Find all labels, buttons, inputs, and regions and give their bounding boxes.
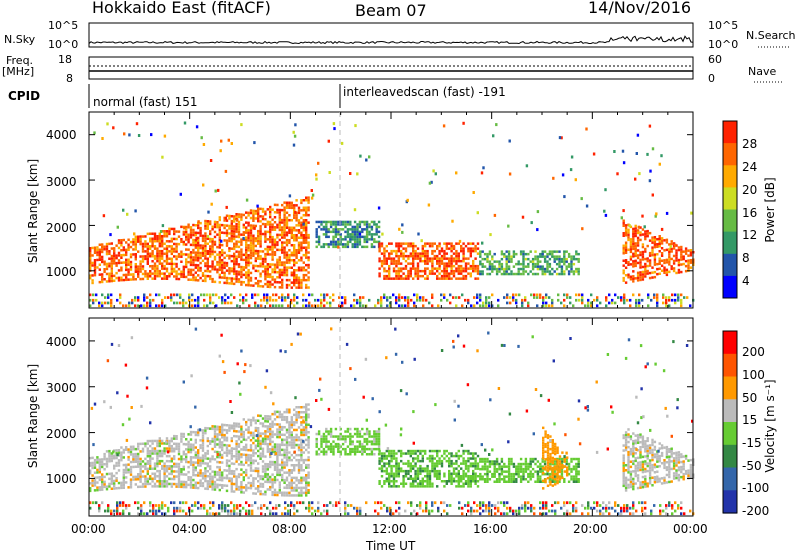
xtick-1: 04:00: [172, 522, 207, 536]
station-title: Hokkaido East (fitACF): [92, 0, 271, 17]
summary-strip: [88, 22, 790, 108]
cpid-mode-1: normal (fast) 151: [93, 95, 198, 109]
nave-tick-bottom: 0: [708, 72, 715, 85]
xtick-4: 16:00: [473, 522, 508, 536]
power-cb-12: 12: [742, 228, 758, 242]
echo-region-4: [622, 219, 695, 284]
nave-tick-top: 60: [708, 53, 722, 66]
freq-tick-top: 18: [58, 53, 72, 66]
velocity-panel: [88, 317, 695, 517]
nsky-trace: [88, 35, 694, 45]
freq-label: Freq.: [6, 54, 34, 67]
vel-cb-50: 50: [742, 391, 758, 405]
velocity-ytick-4000: 4000: [46, 335, 77, 349]
power-ytick-2000: 2000: [46, 221, 77, 235]
colorbar-swatch: [723, 467, 737, 491]
colorbar-swatch: [723, 490, 737, 514]
colorbar-swatch: [723, 422, 737, 446]
power-cb-24: 24: [742, 160, 758, 174]
power-cb-16: 16: [742, 206, 758, 220]
colorbar-swatch: [723, 143, 737, 166]
vel-cb-m15: -15: [742, 436, 762, 450]
vel-cb-15: 15: [742, 413, 758, 427]
power-ytick-4000: 4000: [46, 128, 77, 142]
colorbar-swatch: [723, 353, 737, 378]
echo-region-5: [622, 428, 695, 492]
echo-region-1: [315, 220, 381, 249]
cpid-label: CPID: [8, 89, 41, 103]
velocity-ytick-1000: 1000: [46, 472, 77, 486]
velocity-ytick-3000: 3000: [46, 381, 77, 395]
echo-region-2: [378, 242, 480, 280]
vel-cb-m100: -100: [742, 481, 770, 495]
colorbar-swatch: [723, 275, 737, 299]
echo-region-0: [89, 403, 310, 497]
nsearch-tick-bottom: 10^0: [708, 38, 739, 51]
echo-region-1: [315, 427, 381, 456]
sparse-echoes: [93, 121, 693, 249]
vel-cb-200: 200: [742, 345, 765, 359]
xtick-3: 12:00: [372, 522, 407, 536]
colorbars: [722, 120, 738, 514]
beam-label: Beam 07: [355, 1, 427, 20]
nsearch-label: N.Search: [746, 29, 796, 42]
colorbar-swatch: [723, 121, 737, 144]
colorbar-swatch: [723, 231, 737, 255]
vel-cb-m50: -50: [742, 459, 762, 473]
power-ytick-3000: 3000: [46, 175, 77, 189]
colorbar-frame: [722, 330, 738, 514]
colorbar-swatch: [723, 444, 737, 469]
vel-cb-100: 100: [742, 368, 765, 382]
xtick-5: 20:00: [573, 522, 608, 536]
echo-region-0: [89, 196, 310, 289]
colorbar-swatch: [723, 187, 737, 210]
velocity-ytick-2000: 2000: [46, 427, 77, 441]
nsearch-tick-top: 10^5: [708, 19, 739, 32]
colorbar-swatch: [723, 165, 737, 188]
vel-cb-m200: -200: [742, 504, 770, 518]
colorbar-frame: [722, 120, 738, 299]
power-ytick-1000: 1000: [46, 265, 77, 279]
freq-frame: [88, 56, 694, 80]
echo-region-3: [479, 250, 580, 276]
xtick-2: 08:00: [272, 522, 307, 536]
cpid-mode-2: interleavedscan (fast) -191: [343, 85, 506, 99]
ground-scatter: [89, 501, 695, 516]
xtick-6: 00:00: [673, 522, 708, 536]
power-cb-8: 8: [742, 251, 750, 265]
freq-unit: [MHz]: [2, 65, 35, 78]
ground-scatter: [89, 293, 695, 308]
nsky-tick-top: 10^5: [48, 19, 79, 32]
colorbar-swatch: [723, 376, 737, 400]
power-cb-20: 20: [742, 183, 758, 197]
colorbar-swatch: [723, 253, 737, 277]
echo-region-2: [378, 449, 480, 488]
nave-label: Nave: [748, 65, 777, 78]
colorbar-swatch: [723, 399, 737, 423]
colorbar-swatch: [723, 331, 737, 355]
date-label: 14/Nov/2016: [588, 0, 692, 17]
nsky-frame: [88, 22, 694, 48]
colorbar-swatch: [723, 209, 737, 233]
power-cb-4: 4: [742, 274, 750, 288]
freq-tick-bottom: 8: [66, 72, 73, 85]
xlabel: Time UT: [366, 539, 416, 553]
sparse-echoes: [90, 327, 694, 459]
echo-region-4: [542, 426, 569, 490]
nsky-tick-bottom: 10^0: [48, 38, 79, 51]
power-cb-28: 28: [742, 137, 758, 151]
nsky-label: N.Sky: [4, 33, 36, 46]
xtick-0: 00:00: [71, 522, 106, 536]
power-panel: [88, 111, 695, 309]
